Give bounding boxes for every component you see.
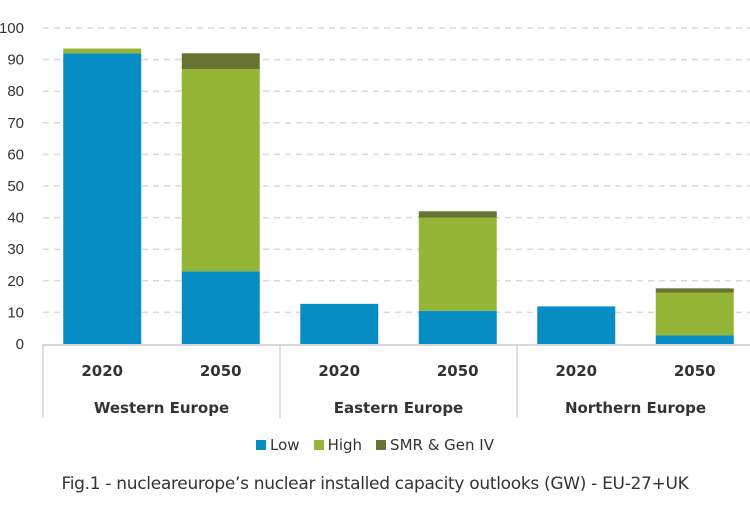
legend-item-high: High xyxy=(313,436,363,454)
y-tick-label: 100 xyxy=(0,20,24,37)
bar-segment-smr-gen-iv xyxy=(181,53,260,70)
bar-segment-low xyxy=(655,335,734,344)
legend-label: High xyxy=(327,436,363,454)
bar-segment-high xyxy=(63,48,142,54)
legend-label: SMR & Gen IV xyxy=(390,436,494,454)
x-tick-label: 2050 xyxy=(200,362,242,380)
y-tick-label: 40 xyxy=(7,210,24,227)
x-tick-label: 2050 xyxy=(437,362,479,380)
y-tick-label: 50 xyxy=(7,178,24,195)
legend-item-smr: SMR & Gen IV xyxy=(376,436,494,454)
group-label: Northern Europe xyxy=(565,399,706,417)
y-tick-label: 90 xyxy=(7,52,24,69)
y-tick-label: 20 xyxy=(7,273,24,290)
bar-segment-smr-gen-iv xyxy=(418,211,497,218)
legend-label: Low xyxy=(270,436,300,454)
bar-segment-low xyxy=(300,303,379,344)
legend-item-low: Low xyxy=(256,436,300,454)
bar-segment-high xyxy=(418,217,497,311)
x-tick-label: 2020 xyxy=(81,362,123,380)
x-tick-label: 2050 xyxy=(674,362,716,380)
bar-segment-smr-gen-iv xyxy=(655,288,734,293)
y-tick-label: 30 xyxy=(7,241,24,258)
bar-segment-low xyxy=(418,310,497,344)
bar-segment-high xyxy=(181,69,260,272)
y-tick-label: 10 xyxy=(7,304,24,321)
legend: Low High SMR & Gen IV xyxy=(0,436,750,454)
group-label: Eastern Europe xyxy=(334,399,463,417)
y-tick-label: 70 xyxy=(7,115,24,132)
chart-caption: Fig.1 - nucleareurope’s nuclear installe… xyxy=(61,474,689,494)
bar-segment-low xyxy=(537,306,616,344)
legend-swatch-low xyxy=(256,440,267,450)
legend-swatch-smr xyxy=(376,440,387,450)
y-tick-label: 60 xyxy=(7,146,24,163)
y-tick-label: 0 xyxy=(16,336,24,353)
group-label: Western Europe xyxy=(94,399,229,417)
bar-segment-high xyxy=(655,292,734,336)
bar-segment-low xyxy=(63,53,142,344)
x-tick-label: 2020 xyxy=(555,362,597,380)
bar-segment-low xyxy=(181,271,260,344)
legend-swatch-high xyxy=(313,440,324,450)
x-tick-label: 2020 xyxy=(318,362,360,380)
y-tick-label: 80 xyxy=(7,83,24,100)
chart: 0 10 20 30 40 50 60 70 80 90 100 2020 2050 2020 2050 20… xyxy=(0,20,750,418)
